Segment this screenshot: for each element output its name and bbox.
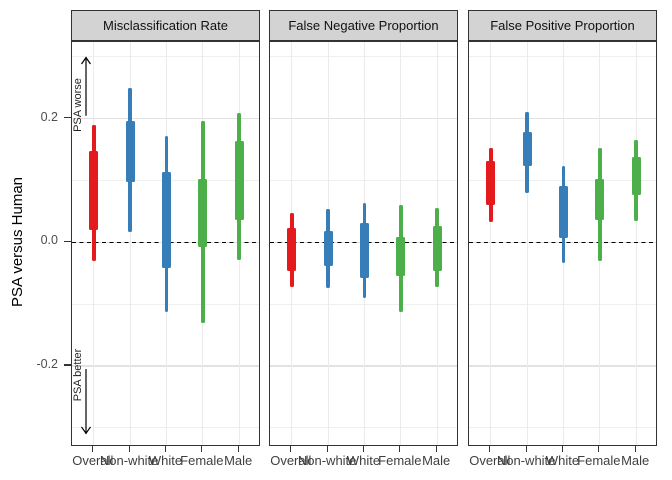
x-axis-tick — [435, 446, 437, 452]
minor-gridline — [72, 427, 259, 429]
x-axis-tick — [128, 446, 130, 452]
x-axis-tick-label: White — [346, 453, 381, 468]
y-axis-tick — [64, 117, 71, 119]
interval-inner-bar — [323, 231, 333, 266]
interval-inner-bar — [125, 120, 135, 182]
interval-inner-bar — [89, 150, 99, 230]
facet-strip: False Negative Proportion — [269, 10, 458, 41]
x-axis-tick — [201, 446, 203, 452]
x-axis-tick — [489, 446, 491, 452]
x-axis-tick — [92, 446, 94, 452]
vertical-gridline — [635, 42, 637, 445]
interval-inner-bar — [234, 140, 244, 221]
vertical-gridline — [129, 42, 131, 445]
x-axis-tick — [362, 446, 365, 452]
facet-strip-title: False Positive Proportion — [490, 18, 635, 33]
minor-gridline — [270, 56, 457, 58]
x-axis-tick-label: Non-white — [297, 453, 357, 468]
x-axis-tick-label: Male — [224, 453, 253, 468]
arrow-up-icon — [79, 55, 93, 118]
interval-inner-bar — [396, 236, 406, 277]
interval-inner-bar — [162, 172, 171, 269]
interval-inner-bar — [198, 179, 208, 248]
y-axis-tick-label: 0.0 — [40, 233, 58, 248]
interval-inner-bar — [287, 228, 297, 271]
annotation-label: PSA worse — [72, 78, 84, 132]
x-axis-tick — [525, 446, 527, 452]
x-axis-tick — [326, 446, 328, 452]
interval-inner-bar — [522, 132, 532, 167]
annotation-label: PSA better — [72, 348, 84, 402]
plot-panel — [269, 41, 458, 446]
x-axis-tick-label: Male — [621, 453, 650, 468]
major-gridline — [72, 117, 259, 120]
x-axis-tick-label: Female — [180, 453, 224, 468]
x-axis-tick-label: Non-white — [99, 453, 159, 468]
vertical-gridline — [526, 42, 528, 445]
x-axis-tick-label: Female — [577, 453, 621, 468]
interval-inner-bar — [631, 157, 641, 195]
x-axis-tick — [290, 446, 292, 452]
minor-gridline — [469, 303, 656, 305]
x-axis-tick-label: Overall — [469, 453, 511, 468]
major-gridline — [270, 117, 457, 120]
y-axis-tick-label: -0.2 — [36, 357, 58, 371]
minor-gridline — [270, 427, 457, 429]
x-axis-tick — [634, 446, 636, 452]
plot-panel: PSA worse PSA better — [71, 41, 260, 446]
major-gridline — [469, 117, 656, 120]
y-axis-tick — [64, 240, 71, 242]
major-gridline — [270, 365, 457, 367]
arrow-down-icon — [79, 367, 93, 436]
x-axis-tick — [399, 446, 401, 452]
vertical-gridline — [490, 42, 492, 445]
major-gridline — [72, 365, 259, 367]
interval-inner-bar — [559, 186, 568, 238]
minor-gridline — [270, 180, 457, 181]
x-axis-tick — [237, 446, 239, 452]
x-axis-tick — [164, 446, 167, 452]
facet-strip-title: Misclassification Rate — [103, 18, 228, 33]
x-axis-tick-label: Female — [378, 453, 422, 468]
facet-strip-title: False Negative Proportion — [288, 18, 439, 33]
x-axis-tick — [598, 446, 600, 452]
x-axis-tick-label: White — [148, 453, 183, 468]
x-axis-tick-label: Overall — [270, 453, 312, 468]
major-gridline — [469, 365, 656, 367]
minor-gridline — [270, 303, 457, 305]
x-axis-tick-label: Non-white — [496, 453, 556, 468]
facet-strip: False Positive Proportion — [468, 10, 657, 41]
y-axis-tick — [64, 364, 71, 366]
minor-gridline — [469, 427, 656, 429]
x-axis-tick-label: Overall — [72, 453, 114, 468]
y-axis-tick-label: 0.2 — [40, 109, 58, 124]
x-axis-tick — [561, 446, 564, 452]
minor-gridline — [72, 56, 259, 58]
x-axis-tick-label: White — [545, 453, 580, 468]
interval-inner-bar — [595, 179, 605, 221]
x-axis-tick-label: Male — [422, 453, 451, 468]
interval-inner-bar — [360, 222, 369, 279]
minor-gridline — [469, 56, 656, 58]
interval-inner-bar — [432, 225, 442, 271]
plot-panel — [468, 41, 657, 446]
facet-strip: Misclassification Rate — [71, 10, 260, 41]
interval-inner-bar — [486, 161, 496, 206]
